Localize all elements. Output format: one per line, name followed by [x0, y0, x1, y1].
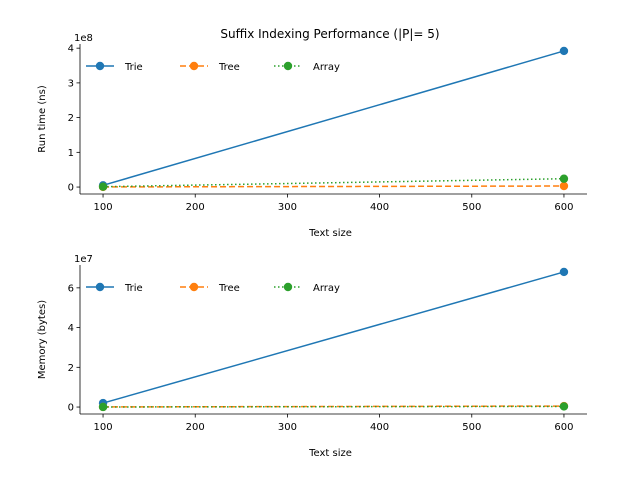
- y-axis-label: Memory (bytes): [37, 300, 48, 379]
- y-tick-label: 2: [68, 113, 74, 124]
- x-tick-label: 500: [462, 202, 481, 213]
- y-tick-label: 4: [68, 323, 74, 334]
- data-point: [559, 402, 569, 411]
- data-point: [559, 174, 569, 183]
- x-axis-label: Text size: [308, 228, 352, 239]
- data-point: [559, 181, 569, 191]
- y-tick-label: 2: [68, 363, 74, 374]
- legend-label: Trie: [124, 283, 143, 294]
- x-tick-label: 300: [278, 422, 297, 433]
- x-tick-label: 200: [186, 202, 205, 213]
- series-line: [103, 405, 564, 408]
- x-tick-label: 400: [370, 202, 389, 213]
- y-tick-label: 1: [68, 148, 74, 159]
- series-line: [103, 177, 564, 188]
- y-tick-label: 3: [68, 78, 74, 89]
- series-line: [103, 185, 564, 188]
- legend-label: Array: [313, 62, 340, 73]
- x-tick-label: 400: [370, 422, 389, 433]
- x-tick-label: 200: [186, 422, 205, 433]
- data-point: [98, 182, 108, 191]
- y-multiplier-label: 1e8: [74, 33, 93, 44]
- legend-label: Array: [313, 283, 340, 294]
- data-point: [559, 46, 569, 56]
- legend: Trie Tree Array: [86, 282, 340, 294]
- y-tick-label: 4: [68, 44, 74, 55]
- data-point: [98, 402, 108, 412]
- x-tick-label: 500: [462, 422, 481, 433]
- y-tick-label: 6: [68, 283, 74, 294]
- series-line: [102, 271, 565, 404]
- legend-marker: [283, 61, 293, 71]
- x-tick-label: 100: [93, 202, 112, 213]
- legend-marker: [95, 61, 105, 71]
- legend-marker: [95, 282, 105, 292]
- legend-marker: [189, 61, 199, 71]
- x-tick-label: 100: [93, 422, 112, 433]
- legend-marker: [189, 282, 199, 292]
- x-tick-label: 300: [278, 202, 297, 213]
- series-tree: [98, 401, 569, 412]
- x-axis-label: Text size: [308, 448, 352, 459]
- series-array: [98, 402, 569, 412]
- y-tick-label: 0: [68, 183, 74, 194]
- legend: Trie Tree Array: [86, 61, 340, 73]
- series-array: [98, 174, 569, 191]
- x-tick-label: 600: [554, 202, 573, 213]
- series-tree: [98, 181, 569, 192]
- chart-title: Suffix Indexing Performance (|P|= 5): [220, 27, 439, 41]
- legend-marker: [283, 282, 293, 292]
- subplot-2: 100 200 300 400 500 600 0 2 4 6 1e7 Text size Memory…: [37, 254, 587, 459]
- data-point: [559, 267, 569, 277]
- x-tick-label: 600: [554, 422, 573, 433]
- y-axis-label: Run time (ns): [37, 85, 48, 153]
- legend-label: Tree: [218, 62, 240, 73]
- y-tick-label: 0: [68, 403, 74, 414]
- legend-label: Tree: [218, 283, 240, 294]
- series-line: [102, 50, 565, 187]
- legend-label: Trie: [124, 62, 143, 73]
- y-multiplier-label: 1e7: [74, 254, 93, 265]
